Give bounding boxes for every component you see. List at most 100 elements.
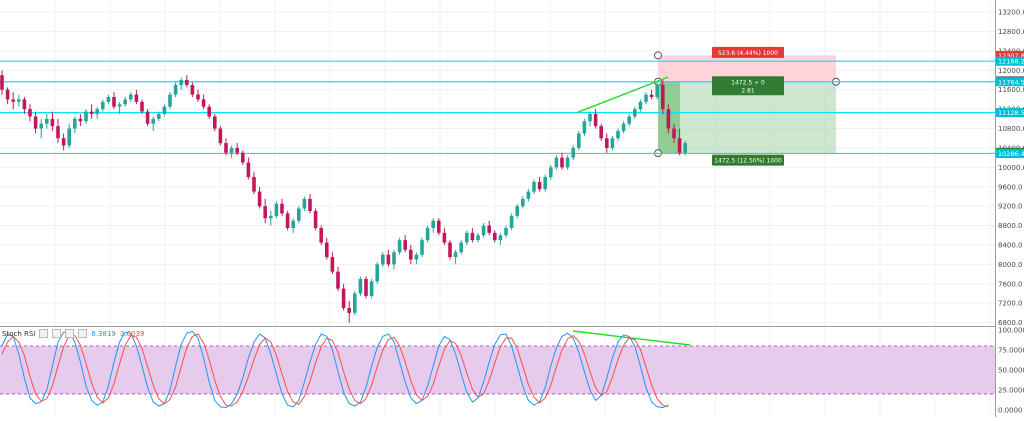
eye-icon[interactable]: [39, 329, 49, 338]
horizontal-levels[interactable]: [0, 60, 995, 155]
price-tag: 11128.5: [998, 109, 1024, 117]
candle-body: [196, 94, 200, 100]
rsi-tick: 100.0000: [998, 327, 1024, 335]
candle-body: [672, 128, 676, 139]
rsi-tick: 25.0000: [998, 387, 1024, 395]
candle-body: [638, 101, 643, 110]
price-tick: 8400.0: [998, 241, 1023, 249]
settings-icon[interactable]: [52, 329, 62, 338]
price-tag-box: [996, 108, 1024, 118]
position-labels: 523.6 (4.44%) 1000 1472.5 ÷ 02.81 1472.5 (…: [712, 46, 784, 166]
candle-body: [28, 109, 32, 117]
candle-body: [504, 227, 508, 236]
risk-reward-label: 2.81: [741, 87, 755, 94]
candle-body: [649, 94, 654, 98]
candle-body: [397, 240, 402, 253]
candle-body: [459, 242, 463, 253]
candle-body: [588, 113, 592, 122]
candle-body: [190, 84, 195, 95]
target-label: 1472.5 (12.50%) 1000: [714, 158, 782, 165]
candle-body: [168, 94, 172, 107]
candle-body: [5, 89, 10, 100]
candle-body: [319, 227, 323, 243]
candle-body: [341, 288, 346, 309]
candle-body: [347, 308, 351, 313]
price-tick: 9600.0: [998, 183, 1023, 191]
candle-body: [61, 138, 66, 146]
rsi-trend-line: [572, 330, 691, 346]
candle-body: [274, 203, 279, 216]
candle-body: [145, 111, 150, 124]
candle-body: [285, 213, 290, 228]
close-icon[interactable]: [65, 329, 75, 338]
candle-body: [185, 80, 189, 85]
price-tag: 10286.4: [998, 150, 1024, 158]
price-tick: 9200.0: [998, 203, 1023, 211]
position-zones: [654, 51, 840, 158]
candle-body: [487, 225, 491, 233]
candle-body: [537, 181, 542, 190]
candle-body: [134, 94, 139, 102]
candle-body: [157, 113, 161, 119]
candle-body: [241, 152, 245, 163]
candle-body: [633, 109, 637, 117]
candle-body: [17, 99, 21, 102]
candle-body: [78, 118, 83, 122]
candle-body: [414, 254, 419, 260]
stoch-rsi-title: Stoch RSI: [2, 329, 36, 338]
candle-body: [112, 97, 116, 107]
price-tick: 6800.0: [998, 319, 1023, 327]
price-tick: 13200.0: [998, 9, 1024, 17]
candle-body: [554, 157, 559, 168]
candle-body: [605, 138, 609, 148]
candle-body: [162, 106, 167, 114]
candle-body: [666, 109, 671, 129]
candle-body: [465, 232, 469, 243]
rsi-tick: 0.0000: [998, 407, 1023, 415]
stoch-k-line: [1, 331, 669, 409]
stop-label: 523.6 (4.44%) 1000: [718, 50, 778, 57]
candle-body: [280, 203, 284, 214]
stoch-d-line: [1, 333, 669, 408]
price-tag: 12307.8: [998, 52, 1024, 60]
candle-body: [593, 113, 598, 127]
candle-body: [577, 133, 581, 148]
target-label-box: [712, 154, 784, 166]
candle-body: [610, 138, 615, 148]
candle-body: [106, 97, 111, 102]
candle-body: [560, 157, 564, 168]
candle-body: [84, 111, 88, 122]
candle-body: [677, 138, 682, 153]
candle-body: [425, 227, 430, 241]
candle-body: [213, 116, 217, 129]
axis-bg: [996, 0, 1024, 417]
candle-body: [386, 254, 391, 265]
candle-body: [442, 232, 447, 243]
candle-body: [263, 206, 267, 219]
candle-body: [621, 123, 626, 131]
candle-body: [235, 147, 239, 153]
risk-reward-label: 1472.5 ÷ 0: [731, 79, 765, 86]
candle-body: [179, 80, 183, 85]
candle-body: [201, 99, 206, 107]
more-icon[interactable]: [78, 329, 88, 338]
candle-body: [50, 118, 55, 127]
candle-body: [526, 191, 531, 199]
candle-body: [437, 220, 441, 233]
candle-body: [308, 198, 312, 212]
candle-body: [655, 84, 659, 98]
candle-body: [117, 104, 122, 107]
candle-body: [498, 235, 503, 241]
candle-body: [45, 118, 49, 124]
price-tick: 7200.0: [998, 300, 1023, 308]
candle-body: [644, 94, 648, 102]
candle-body: [67, 128, 71, 146]
candle-body: [336, 271, 340, 289]
candle-body: [95, 109, 99, 114]
rsi-band: [0, 346, 995, 394]
candle-body: [532, 181, 536, 192]
candle-body: [22, 99, 27, 110]
trend-lines[interactable]: [572, 76, 691, 346]
